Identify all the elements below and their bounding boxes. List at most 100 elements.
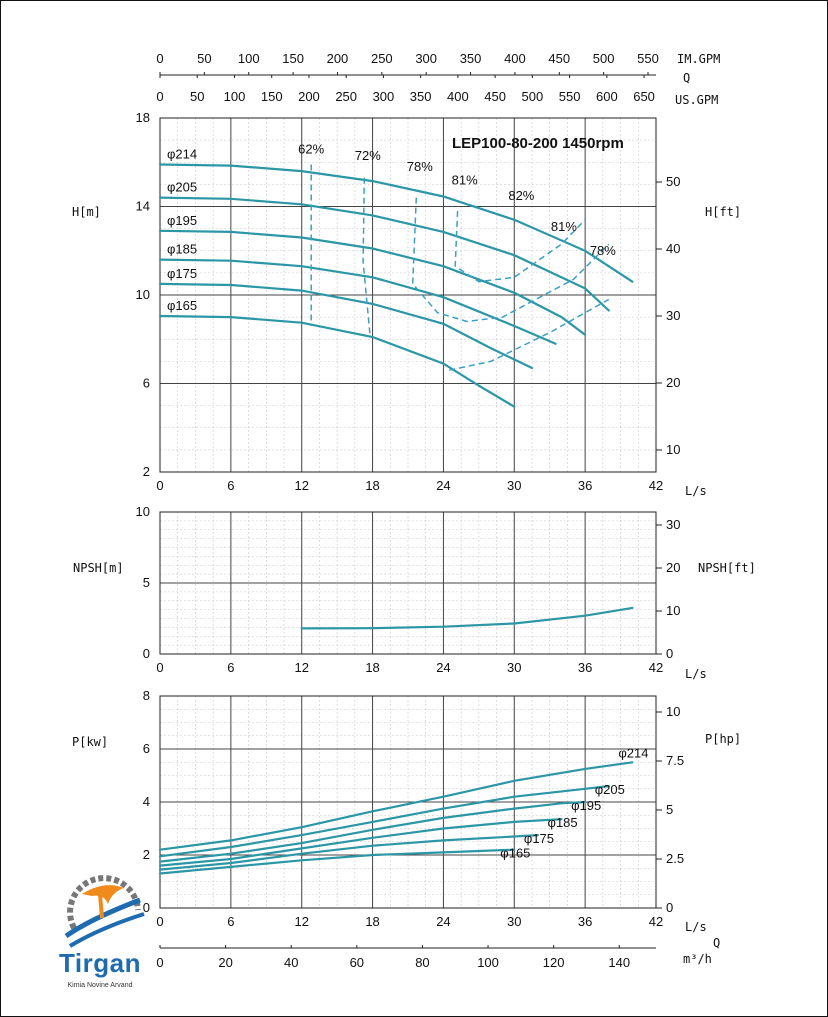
y-tick-label: 6 (143, 376, 150, 391)
efficiency-label: 78% (407, 159, 433, 174)
gear-swoosh-logo (64, 875, 145, 948)
top-im-tick-label: 450 (548, 51, 570, 66)
power-left-axis-label: P[kw] (72, 735, 108, 749)
top-us-tick-label: 150 (261, 89, 283, 104)
y-tick-label: 5 (143, 575, 150, 590)
npsh-x-unit-label: L/s (685, 667, 707, 681)
x-tick-label: 18 (365, 660, 379, 675)
plot-border (159, 117, 657, 473)
npsh-right-axis-label: NPSH[ft] (698, 561, 756, 575)
top-im-tick-label: 150 (282, 51, 304, 66)
top-us-tick-label: 200 (298, 89, 320, 104)
us-gpm-label: US.GPM (675, 93, 718, 107)
bottom-m3h-tick-label: 120 (543, 955, 565, 970)
y-tick-label: 10 (136, 287, 150, 302)
top-us-tick-label: 300 (373, 89, 395, 104)
efficiency-iso-line (411, 197, 610, 323)
y-right-tick-label: 50 (666, 174, 680, 189)
x-tick-label: 36 (578, 478, 592, 493)
head-right-axis-label: H[ft] (705, 205, 741, 219)
m3h-unit-label: m³/h (683, 952, 712, 966)
y-right-tick-label: 0 (666, 900, 673, 915)
npsh-curve (300, 606, 634, 630)
power-curve-series (158, 818, 563, 867)
top-us-tick-label: 350 (410, 89, 432, 104)
bottom-m3h-tick-label: 20 (218, 955, 232, 970)
y-right-tick-label: 20 (666, 375, 680, 390)
efficiency-label: 72% (355, 148, 381, 163)
y-right-tick-label: 30 (666, 517, 680, 532)
x-tick-label: 30 (507, 660, 521, 675)
y-right-tick-label: 2.5 (666, 851, 684, 866)
y-tick-label: 2 (143, 847, 150, 862)
efficiency-iso-line (454, 210, 586, 283)
y-tick-label: 6 (143, 741, 150, 756)
y-tick-label: 2 (143, 464, 150, 479)
x-tick-label: 12 (294, 660, 308, 675)
head-series-label: φ214 (167, 146, 197, 161)
power-curve-series (158, 785, 610, 858)
x-tick-label: 6 (227, 660, 234, 675)
power-series-label: φ205 (595, 782, 625, 797)
im-gpm-label: IM.GPM (677, 52, 720, 66)
power-right-axis-label: P[hp] (705, 732, 741, 746)
y-right-tick-label: 30 (666, 308, 680, 323)
bottom-m3h-tick-label: 80 (415, 955, 429, 970)
x-tick-label: 6 (227, 914, 234, 929)
plot-border (159, 695, 657, 909)
top-im-tick-label: 50 (197, 51, 211, 66)
y-tick-label: 10 (136, 504, 150, 519)
power-series-label: φ195 (571, 798, 601, 813)
top-us-tick-label: 450 (484, 89, 506, 104)
bottom-m3h-tick-label: 40 (284, 955, 298, 970)
marks-layer (158, 163, 634, 875)
power-curve-series (158, 800, 587, 863)
x-tick-label: 0 (156, 914, 163, 929)
x-tick-label: 6 (227, 478, 234, 493)
x-tick-label: 12 (294, 914, 308, 929)
top-us-tick-label: 650 (633, 89, 655, 104)
x-tick-label: 24 (436, 914, 450, 929)
head-series-label: φ165 (167, 298, 197, 313)
x-tick-label: 18 (365, 914, 379, 929)
x-tick-label: 42 (649, 478, 663, 493)
top-im-tick-label: 400 (504, 51, 526, 66)
npsh-left-axis-label: NPSH[m] (73, 561, 124, 575)
top-us-tick-label: 100 (224, 89, 246, 104)
power-series-label: φ185 (548, 815, 578, 830)
x-tick-label: 0 (156, 660, 163, 675)
y-tick-label: 18 (136, 110, 150, 125)
top-us-tick-label: 0 (156, 89, 163, 104)
y-right-tick-label: 10 (666, 704, 680, 719)
bottom-m3h-tick-label: 100 (477, 955, 499, 970)
top-im-tick-label: 300 (415, 51, 437, 66)
efficiency-iso-line (449, 298, 610, 371)
efficiency-iso-line (362, 177, 371, 338)
top-us-tick-label: 400 (447, 89, 469, 104)
efficiency-label: 81% (551, 219, 577, 234)
top-im-tick-label: 350 (460, 51, 482, 66)
top-im-tick-label: 0 (156, 51, 163, 66)
x-tick-label: 42 (649, 660, 663, 675)
bottom-m3h-tick-label: 140 (608, 955, 630, 970)
y-tick-label: 4 (143, 794, 150, 809)
x-tick-label: 12 (294, 478, 308, 493)
efficiency-label: 81% (452, 172, 478, 187)
top-im-tick-label: 100 (238, 51, 260, 66)
x-tick-label: 24 (436, 660, 450, 675)
plot-border (159, 511, 657, 655)
power-series-label: φ165 (500, 846, 530, 861)
top-im-tick-label: 500 (593, 51, 615, 66)
top-us-tick-label: 250 (335, 89, 357, 104)
y-right-tick-label: 10 (666, 442, 680, 457)
x-tick-label: 36 (578, 660, 592, 675)
brand-name: Tirgan (59, 948, 141, 978)
power-curve-series (158, 848, 516, 875)
y-tick-label: 8 (143, 688, 150, 703)
power-curve-series (158, 834, 539, 871)
head-curve-series (158, 163, 634, 283)
head-curve-series (158, 196, 610, 312)
brand-subtitle: Kimia Novine Arvand (67, 982, 133, 989)
